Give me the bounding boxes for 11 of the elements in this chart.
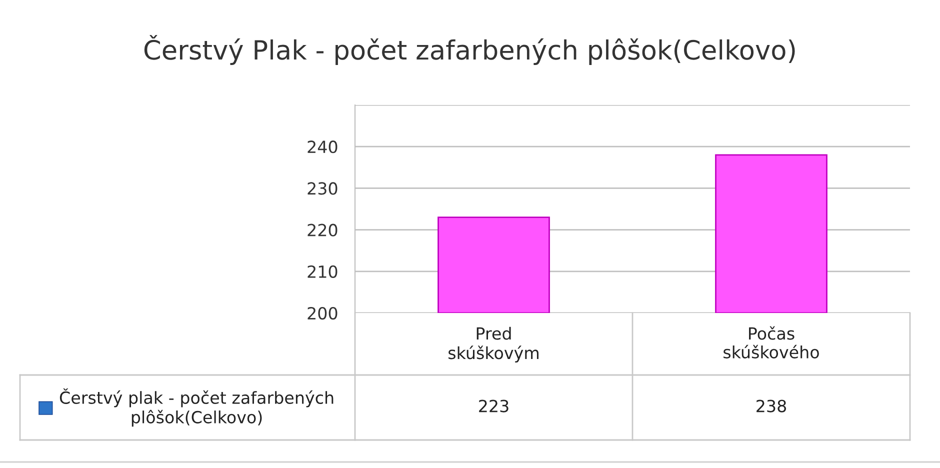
y-tick-label: 230 bbox=[308, 182, 338, 195]
y-tick-label: 200 bbox=[308, 306, 338, 320]
x-tick-label: Počas skúškového bbox=[724, 326, 819, 358]
y-tick-label: 220 bbox=[308, 224, 338, 236]
y-tick-label: 240 bbox=[308, 140, 338, 154]
y-tick-label: 210 bbox=[308, 265, 338, 278]
data-label: 223 bbox=[479, 400, 508, 412]
data-label: 238 bbox=[756, 400, 786, 412]
text: Čerstvý plak - počet zafarbených plôšok(Celkovo) bbox=[60, 388, 334, 427]
x-tick-label: Pred skúškovým bbox=[448, 326, 538, 362]
chart-title: Čerstvý Plak - počet zafarbených plôšok(Celkovo) bbox=[144, 35, 795, 65]
